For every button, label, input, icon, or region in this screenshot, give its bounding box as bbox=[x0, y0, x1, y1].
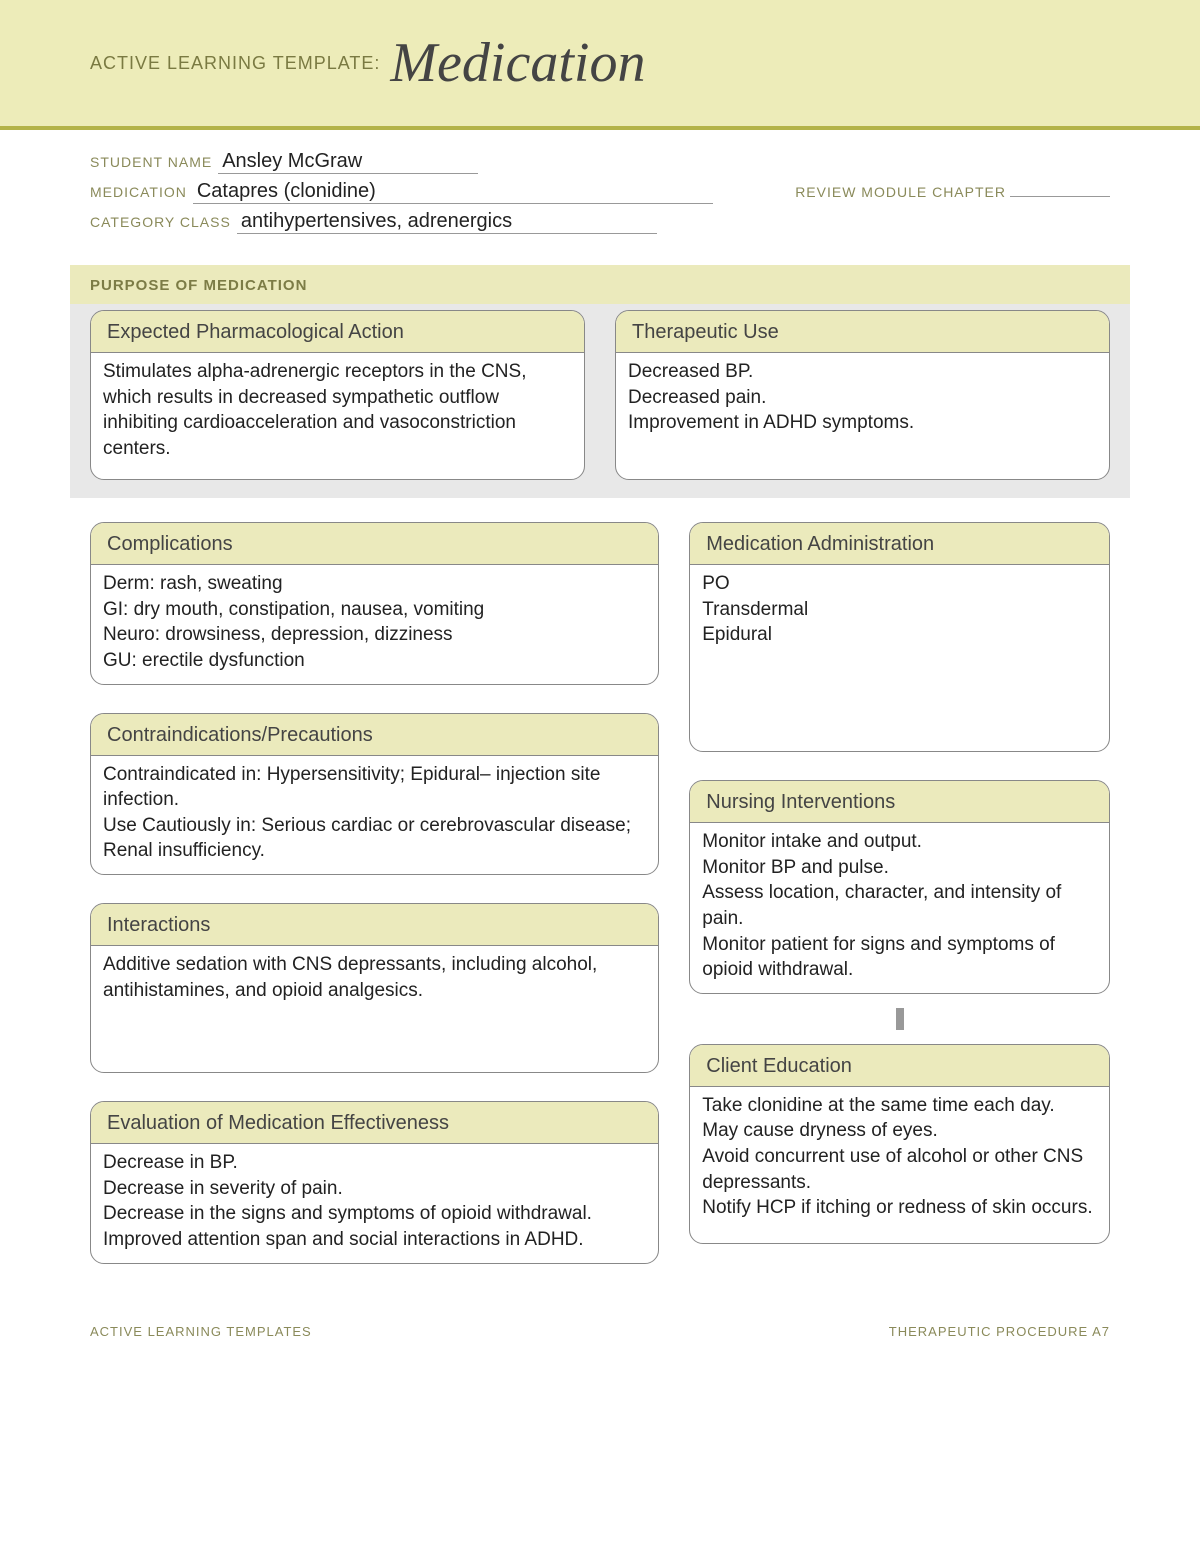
medication-value: Catapres (clonidine) bbox=[193, 180, 713, 204]
info-row-medication: MEDICATION Catapres (clonidine) REVIEW M… bbox=[90, 180, 1110, 204]
card-body: Decreased BP. Decreased pain. Improvemen… bbox=[616, 353, 1109, 479]
category-label: CATEGORY CLASS bbox=[90, 214, 231, 230]
purpose-row: Expected Pharmacological Action Stimulat… bbox=[70, 304, 1130, 498]
review-blank bbox=[1010, 196, 1110, 197]
card-title: Nursing Interventions bbox=[690, 781, 1109, 823]
card-therapeutic-use: Therapeutic Use Decreased BP. Decreased … bbox=[615, 310, 1110, 480]
card-client-education: Client Education Take clonidine at the s… bbox=[689, 1044, 1110, 1244]
card-title: Contraindications/Precautions bbox=[91, 714, 658, 756]
card-body: Monitor intake and output. Monitor BP an… bbox=[690, 823, 1109, 993]
purpose-section: PURPOSE OF MEDICATION Expected Pharmacol… bbox=[70, 265, 1130, 498]
card-evaluation: Evaluation of Medication Effectiveness D… bbox=[90, 1101, 659, 1264]
card-contraindications: Contraindications/Precautions Contraindi… bbox=[90, 713, 659, 876]
review-label: REVIEW MODULE CHAPTER bbox=[795, 184, 1006, 200]
card-nursing-interventions: Nursing Interventions Monitor intake and… bbox=[689, 780, 1110, 994]
card-body: PO Transdermal Epidural bbox=[690, 565, 1109, 751]
card-title: Expected Pharmacological Action bbox=[91, 311, 584, 353]
main-grid: Complications Derm: rash, sweating GI: d… bbox=[0, 498, 1200, 1284]
card-pharmacological-action: Expected Pharmacological Action Stimulat… bbox=[90, 310, 585, 480]
category-value: antihypertensives, adrenergics bbox=[237, 210, 657, 234]
info-row-student: STUDENT NAME Ansley McGraw bbox=[90, 150, 1110, 174]
footer: ACTIVE LEARNING TEMPLATES THERAPEUTIC PR… bbox=[0, 1284, 1200, 1369]
purpose-title: PURPOSE OF MEDICATION bbox=[90, 277, 1110, 294]
card-title: Interactions bbox=[91, 904, 658, 946]
page: ACTIVE LEARNING TEMPLATE: Medication STU… bbox=[0, 0, 1200, 1369]
card-title: Client Education bbox=[690, 1045, 1109, 1087]
card-body: Derm: rash, sweating GI: dry mouth, cons… bbox=[91, 565, 658, 684]
card-body: Decrease in BP. Decrease in severity of … bbox=[91, 1144, 658, 1263]
header-prefix: ACTIVE LEARNING TEMPLATE: bbox=[90, 53, 380, 74]
info-row-category: CATEGORY CLASS antihypertensives, adrene… bbox=[90, 210, 1110, 234]
left-column: Complications Derm: rash, sweating GI: d… bbox=[90, 522, 659, 1264]
student-value: Ansley McGraw bbox=[218, 150, 478, 174]
info-block: STUDENT NAME Ansley McGraw MEDICATION Ca… bbox=[0, 130, 1200, 255]
card-body: Take clonidine at the same time each day… bbox=[690, 1087, 1109, 1243]
card-body: Stimulates alpha-adrenergic receptors in… bbox=[91, 353, 584, 479]
card-title: Evaluation of Medication Effectiveness bbox=[91, 1102, 658, 1144]
connector-line bbox=[896, 1008, 904, 1030]
header-band: ACTIVE LEARNING TEMPLATE: Medication bbox=[0, 0, 1200, 130]
card-body: Additive sedation with CNS depressants, … bbox=[91, 946, 658, 1072]
student-label: STUDENT NAME bbox=[90, 154, 212, 170]
card-interactions: Interactions Additive sedation with CNS … bbox=[90, 903, 659, 1073]
card-title: Therapeutic Use bbox=[616, 311, 1109, 353]
card-medication-administration: Medication Administration PO Transdermal… bbox=[689, 522, 1110, 752]
header-title: Medication bbox=[390, 31, 645, 95]
right-column: Medication Administration PO Transdermal… bbox=[689, 522, 1110, 1264]
card-title: Medication Administration bbox=[690, 523, 1109, 565]
card-title: Complications bbox=[91, 523, 658, 565]
medication-label: MEDICATION bbox=[90, 184, 187, 200]
footer-left: ACTIVE LEARNING TEMPLATES bbox=[90, 1324, 312, 1339]
card-body: Contraindicated in: Hypersensitivity; Ep… bbox=[91, 756, 658, 875]
card-complications: Complications Derm: rash, sweating GI: d… bbox=[90, 522, 659, 685]
footer-right: THERAPEUTIC PROCEDURE A7 bbox=[889, 1324, 1110, 1339]
